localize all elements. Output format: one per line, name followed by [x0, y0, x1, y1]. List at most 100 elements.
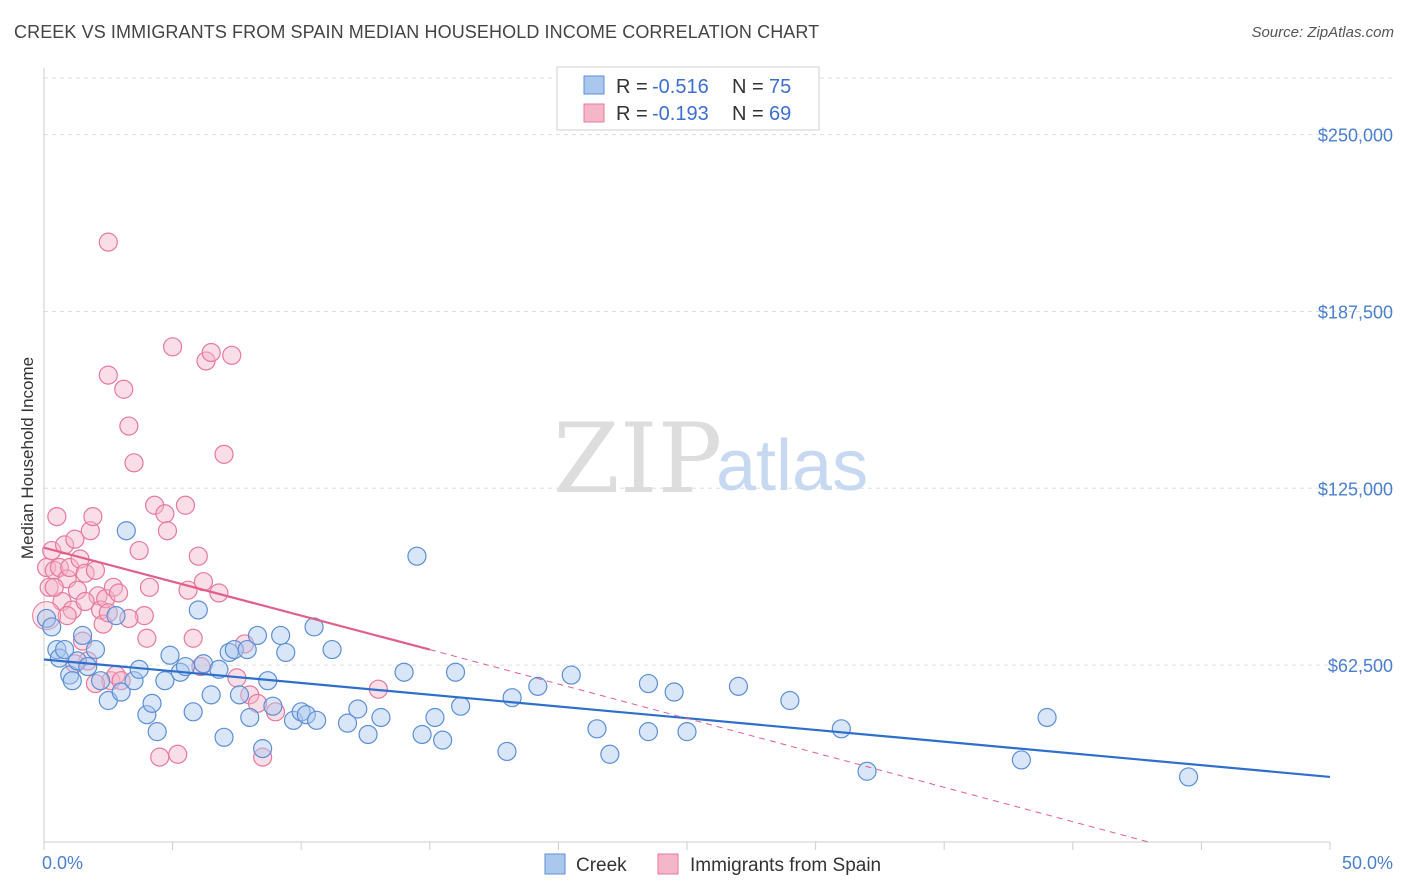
- spain-point-67: [139, 577, 160, 597]
- spain-point-30: [98, 365, 118, 385]
- creek-point-8: [72, 625, 93, 646]
- creek-point-41: [276, 642, 296, 663]
- bottom-legend-label-creek: Creek: [576, 855, 627, 876]
- watermark: ZIP atlas: [553, 403, 868, 515]
- creek-point-68: [677, 722, 697, 742]
- series-creek-points: [36, 521, 1199, 787]
- bottom-legend: Creek Immigrants from Spain: [544, 853, 881, 876]
- x-tick-label-end: 50.0%: [1342, 853, 1393, 873]
- spain-point-62: [75, 591, 95, 612]
- spain-point-24: [98, 603, 118, 623]
- spain-point-41: [163, 337, 183, 357]
- creek-point-26: [188, 600, 208, 620]
- spain-point-26: [103, 577, 124, 597]
- creek-point-61: [561, 665, 581, 685]
- creek-point-67: [664, 682, 684, 702]
- legend-swatch-spain: [583, 103, 605, 123]
- creek-point-71: [831, 719, 851, 739]
- spain-point-60: [98, 232, 118, 252]
- creek-point-56: [433, 730, 453, 750]
- y-tick-label-0: $62,500: [1328, 656, 1393, 676]
- legend-n-value-creek: 75: [769, 76, 791, 98]
- x-tick-label-start: 0.0%: [42, 853, 83, 873]
- creek-point-34: [237, 639, 257, 660]
- spain-point-49: [201, 342, 221, 363]
- spain-point-46: [188, 546, 208, 566]
- legend-swatch-creek: [583, 75, 605, 95]
- creek-point-65: [638, 673, 659, 694]
- creek-point-30: [214, 727, 234, 747]
- creek-point-43: [291, 702, 311, 722]
- creek-point-58: [497, 741, 517, 762]
- bottom-legend-label-spain: Immigrants from Spain: [690, 855, 881, 876]
- spain-point-43: [175, 495, 196, 515]
- spain-point-32: [119, 416, 139, 436]
- creek-point-64: [407, 546, 427, 566]
- creek-point-28: [201, 685, 221, 705]
- legend-r-label-spain: R =: [616, 103, 648, 125]
- creek-point-73: [1011, 750, 1031, 770]
- creek-point-60: [528, 676, 548, 696]
- creek-point-9: [78, 656, 98, 677]
- bottom-legend-swatch-creek: [544, 853, 566, 875]
- spain-point-61: [57, 606, 77, 626]
- creek-point-14: [111, 682, 131, 702]
- spain-point-66: [85, 673, 106, 694]
- legend-n-label-spain: N =: [732, 103, 764, 125]
- spain-point-11: [65, 529, 85, 549]
- spain-point-45: [183, 628, 203, 648]
- gridlines: [44, 77, 1395, 666]
- creek-point-37: [253, 739, 273, 759]
- y-tick-labels: $62,500 $125,000 $187,500 $250,000: [1318, 126, 1393, 677]
- creek-point-15: [116, 521, 136, 541]
- legend-n-label-creek: N =: [732, 76, 764, 98]
- y-tick-label-1: $125,000: [1318, 479, 1393, 499]
- creek-point-57: [445, 662, 466, 682]
- creek-point-59: [502, 688, 522, 708]
- spain-trend-line: [43, 546, 431, 651]
- spain-point-64: [44, 577, 64, 597]
- spain-point-33: [124, 453, 144, 473]
- spain-point-34: [129, 540, 149, 561]
- creek-point-48: [337, 713, 358, 733]
- spain-point-52: [222, 345, 242, 365]
- creek-point-22: [160, 645, 180, 665]
- creek-point-1: [42, 617, 62, 637]
- spain-point-4: [47, 506, 67, 527]
- creek-point-74: [1037, 707, 1057, 728]
- spain-point-large: [32, 601, 62, 631]
- creek-point-10: [85, 639, 106, 660]
- x-tick-labels: 0.0% 50.0%: [42, 853, 1393, 873]
- spain-point-35: [134, 606, 154, 626]
- spain-point-31: [114, 379, 134, 399]
- legend-n-value-spain: 69: [769, 103, 791, 125]
- spain-point-5: [49, 557, 70, 578]
- creek-point-35: [240, 707, 260, 728]
- creek-point-62: [587, 719, 607, 739]
- spain-point-40: [157, 521, 178, 541]
- trend-lines: [43, 546, 1331, 843]
- legend-r-value-spain: -0.193: [652, 103, 709, 125]
- creek-point-36: [247, 625, 268, 646]
- spain-point-12: [67, 580, 88, 600]
- creek-point-20: [147, 722, 167, 742]
- creek-point-66: [638, 722, 659, 742]
- spain-point-17: [80, 521, 100, 541]
- creek-point-39: [263, 696, 283, 716]
- creek-point-50: [358, 724, 378, 745]
- creek-point-21: [155, 671, 175, 691]
- creek-point-70: [780, 690, 800, 711]
- creek-point-29: [209, 659, 229, 679]
- creek-point-53: [412, 724, 432, 745]
- spain-point-18: [83, 506, 103, 527]
- y-tick-label-2: $187,500: [1318, 302, 1393, 322]
- creek-point-47: [322, 639, 342, 660]
- creek-point-63: [600, 744, 620, 764]
- spain-point-38: [150, 747, 170, 767]
- spain-point-36: [137, 628, 157, 648]
- creek-point-46: [307, 710, 327, 730]
- top-legend: R = -0.516 N = 75 R = -0.193 N = 69: [556, 66, 820, 131]
- series-spain-points: [32, 232, 388, 767]
- creek-point-40: [271, 625, 291, 646]
